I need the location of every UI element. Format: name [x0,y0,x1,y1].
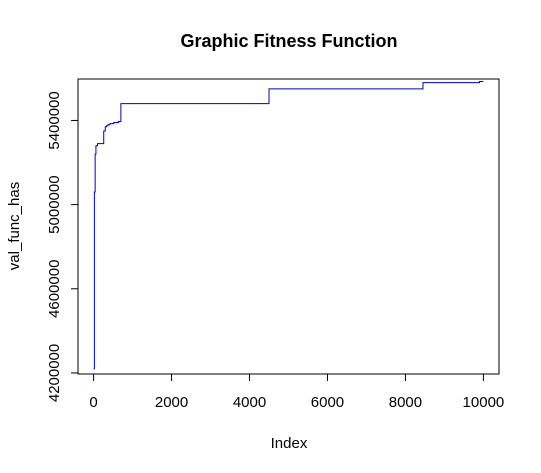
x-axis: 0 2000 4000 6000 8000 10000 [89,374,504,411]
y-tick-label: 5400000 [46,91,63,149]
x-tick-label: 6000 [311,394,344,411]
chart-title: Graphic Fitness Function [180,31,397,51]
x-tick-label: 4000 [233,394,266,411]
y-tick-label: 5000000 [46,175,63,233]
x-tick-label: 2000 [155,394,188,411]
plot-frame [77,78,500,375]
y-tick-label: 4200000 [46,344,63,402]
x-tick-label: 0 [89,394,97,411]
plot-area [93,81,484,370]
series-line [93,81,484,370]
x-tick-label: 10000 [463,394,505,411]
y-axis-label: val_func_has [6,182,23,270]
y-axis: 4200000 4600000 5000000 5400000 [46,91,78,402]
x-tick-label: 8000 [389,394,422,411]
x-axis-label: Index [271,435,308,452]
y-tick-label: 4600000 [46,260,63,318]
